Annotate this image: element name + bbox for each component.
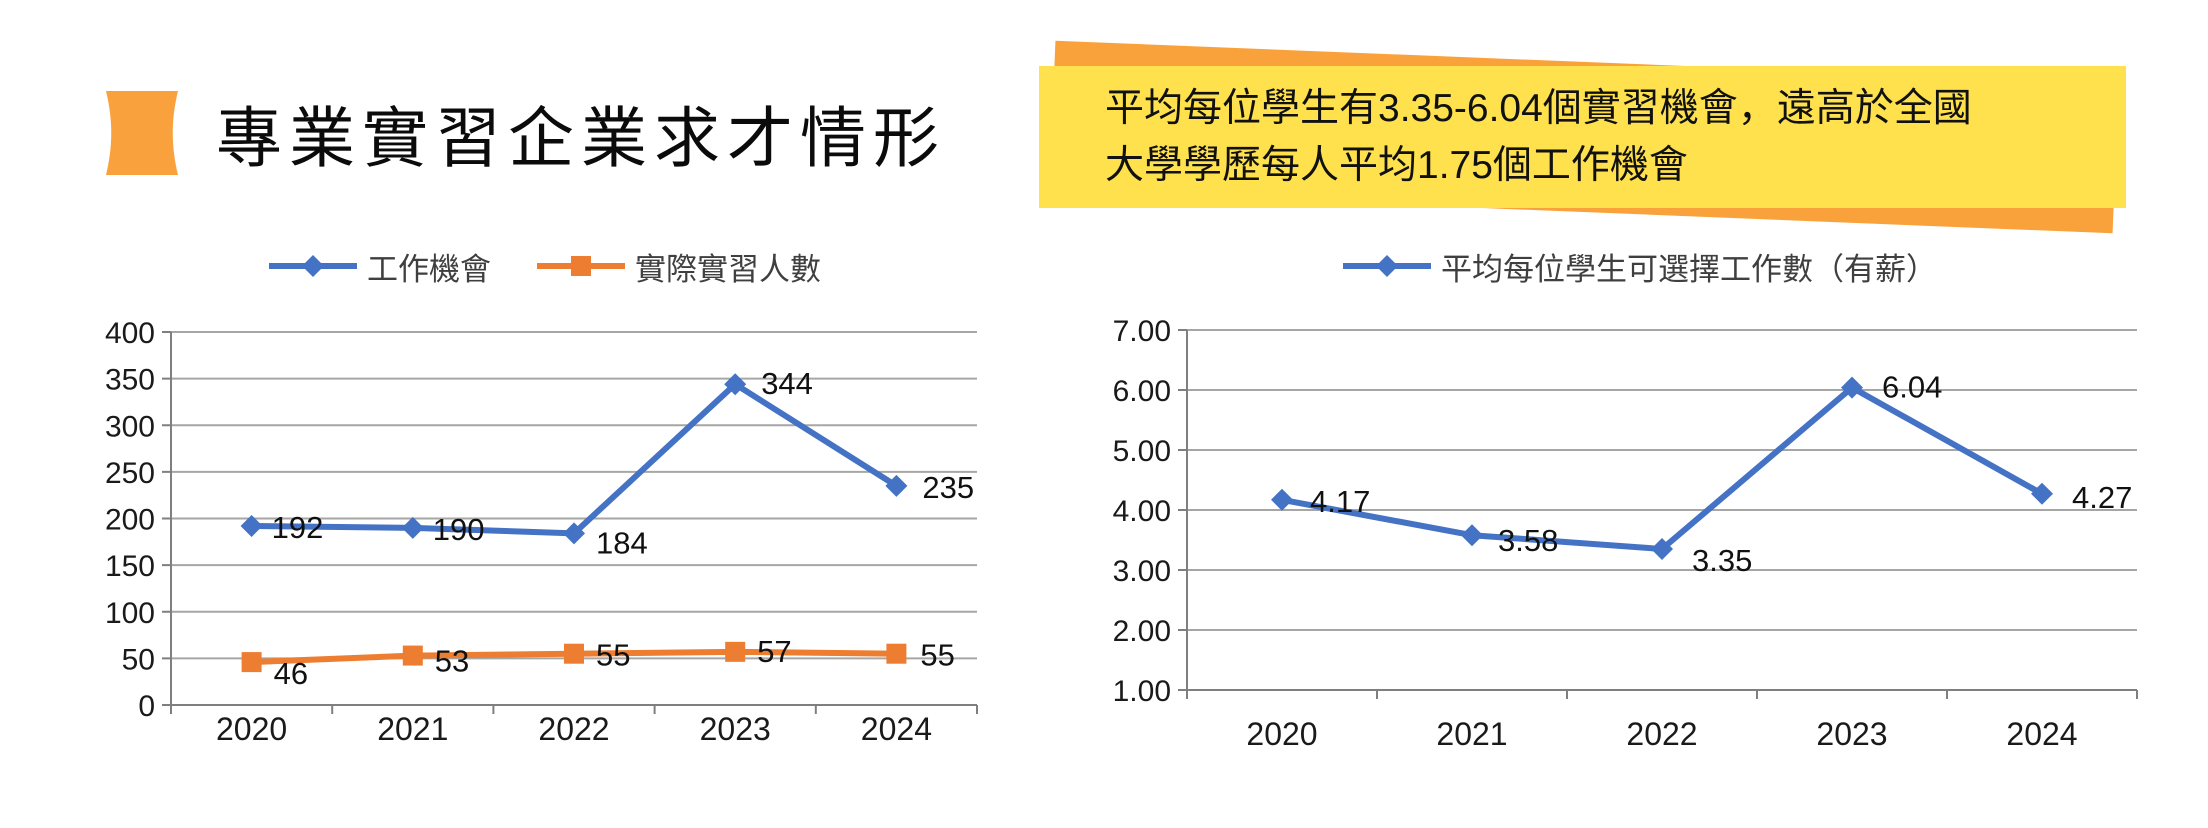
callout-line-1: 平均每位學生有3.35-6.04個實習機會，遠高於全國 bbox=[1105, 87, 1972, 130]
x-category-label: 2024 bbox=[2006, 716, 2077, 752]
legend-marker bbox=[302, 255, 324, 277]
legend-marker bbox=[1376, 255, 1398, 277]
data-label: 235 bbox=[922, 470, 974, 505]
data-label: 344 bbox=[761, 366, 813, 401]
page-title: 專業實習企業求才情形 bbox=[216, 100, 946, 175]
y-tick-label: 250 bbox=[105, 457, 155, 490]
data-label: 3.35 bbox=[1692, 543, 1752, 578]
right-chart-legend: 平均每位學生可選擇工作數（有薪） bbox=[1080, 244, 2200, 289]
data-point-marker bbox=[2031, 482, 2053, 505]
x-category-label: 2022 bbox=[538, 711, 609, 747]
legend-label: 工作機會 bbox=[367, 251, 491, 287]
series-line bbox=[1281, 384, 2044, 552]
series-1: 4.17 3.58 3.35 6.04 4.27 bbox=[1271, 370, 2132, 578]
y-tick-label: 50 bbox=[122, 643, 155, 676]
x-category-label: 2023 bbox=[1816, 716, 1887, 752]
orange-pillow-icon bbox=[106, 90, 178, 175]
y-tick-label: 100 bbox=[105, 597, 155, 630]
data-label: 190 bbox=[433, 512, 485, 547]
callout-box: 平均每位學生有3.35-6.04個實習機會，遠高於全國 大學學歷每人平均1.75… bbox=[1039, 66, 2126, 208]
y-tick-label: 4.00 bbox=[1113, 495, 1171, 528]
x-category-label: 2024 bbox=[861, 711, 932, 747]
data-point-marker bbox=[1841, 376, 1863, 399]
data-point-marker bbox=[1271, 488, 1293, 511]
legend-item: 平均每位學生可選擇工作數（有薪） bbox=[1343, 244, 1937, 289]
data-label: 53 bbox=[435, 644, 469, 679]
data-point-marker bbox=[885, 474, 908, 497]
y-tick-label: 300 bbox=[105, 410, 155, 443]
legend-marker-icon bbox=[1343, 255, 1431, 277]
left-chart: 0 50 100 150 200 250 300 350 400 2020 2021 2022 2023… bbox=[105, 317, 978, 747]
series-1: 192 190 184 344 235 bbox=[240, 366, 974, 560]
series-line bbox=[251, 381, 899, 537]
data-label: 4.17 bbox=[1310, 484, 1370, 519]
data-point-marker bbox=[402, 645, 423, 666]
y-tick-label: 5.00 bbox=[1113, 435, 1171, 468]
y-tick-label: 0 bbox=[138, 690, 155, 723]
data-point-marker bbox=[724, 373, 747, 396]
legend-item: 實際實習人數 bbox=[537, 244, 821, 289]
data-label: 192 bbox=[272, 510, 324, 545]
data-label: 4.27 bbox=[2072, 480, 2132, 515]
x-category-labels: 2020 2021 2022 2023 2024 bbox=[1246, 716, 2077, 752]
x-category-label: 2023 bbox=[700, 711, 771, 747]
left-chart-legend: 工作機會 實際實習人數 bbox=[30, 244, 1060, 289]
data-label: 55 bbox=[596, 638, 630, 673]
x-category-label: 2021 bbox=[377, 711, 448, 747]
data-point-marker bbox=[725, 641, 746, 662]
axes bbox=[1178, 329, 2138, 699]
x-category-label: 2021 bbox=[1436, 716, 1507, 752]
legend-marker bbox=[571, 256, 591, 276]
data-point-marker bbox=[1651, 538, 1673, 560]
y-tick-label: 1.00 bbox=[1113, 675, 1171, 708]
data-label: 184 bbox=[596, 525, 648, 560]
legend-marker-icon bbox=[269, 255, 357, 277]
legend-label: 平均每位學生可選擇工作數（有薪） bbox=[1441, 251, 1937, 287]
callout-line-2: 大學學歷每人平均1.75個工作機會 bbox=[1105, 144, 1688, 187]
y-tick-label: 7.00 bbox=[1113, 315, 1171, 348]
data-point-marker bbox=[564, 643, 584, 664]
data-point-marker bbox=[401, 516, 424, 539]
y-tick-label: 2.00 bbox=[1113, 615, 1171, 648]
y-tick-label: 3.00 bbox=[1113, 555, 1171, 588]
y-tick-labels: 0 50 100 150 200 250 300 350 400 bbox=[105, 317, 155, 723]
y-tick-label: 150 bbox=[105, 550, 155, 583]
data-point-marker bbox=[241, 652, 262, 673]
y-tick-label: 350 bbox=[105, 364, 155, 397]
y-tick-label: 200 bbox=[105, 504, 155, 537]
y-tick-label: 6.00 bbox=[1113, 375, 1171, 408]
legend-marker-icon bbox=[537, 256, 625, 276]
series-2: 46 53 55 57 55 bbox=[241, 634, 955, 691]
data-point-marker bbox=[240, 514, 263, 537]
data-label: 46 bbox=[274, 656, 308, 691]
right-chart: 1.00 2.00 3.00 4.00 5.00 6.00 7.00 2020 2021 2022… bbox=[1113, 315, 2138, 752]
y-tick-labels: 1.00 2.00 3.00 4.00 5.00 6.00 7.00 bbox=[1113, 315, 1171, 708]
y-tick-label: 400 bbox=[105, 317, 155, 350]
data-label: 55 bbox=[920, 638, 954, 673]
legend-label: 實際實習人數 bbox=[635, 251, 821, 287]
x-category-label: 2020 bbox=[216, 711, 287, 747]
x-category-label: 2020 bbox=[1246, 716, 1317, 752]
data-label: 3.58 bbox=[1498, 523, 1558, 558]
page-header: 專業實習企業求才情形 bbox=[100, 80, 946, 185]
data-label: 57 bbox=[757, 634, 791, 669]
data-point-marker bbox=[886, 643, 907, 664]
data-label: 6.04 bbox=[1882, 370, 1942, 405]
data-point-marker bbox=[563, 522, 585, 545]
x-category-labels: 2020 2021 2022 2023 2024 bbox=[216, 711, 932, 747]
axes bbox=[162, 331, 978, 714]
x-category-label: 2022 bbox=[1626, 716, 1697, 752]
legend-item: 工作機會 bbox=[269, 244, 491, 289]
data-point-marker bbox=[1461, 524, 1483, 547]
